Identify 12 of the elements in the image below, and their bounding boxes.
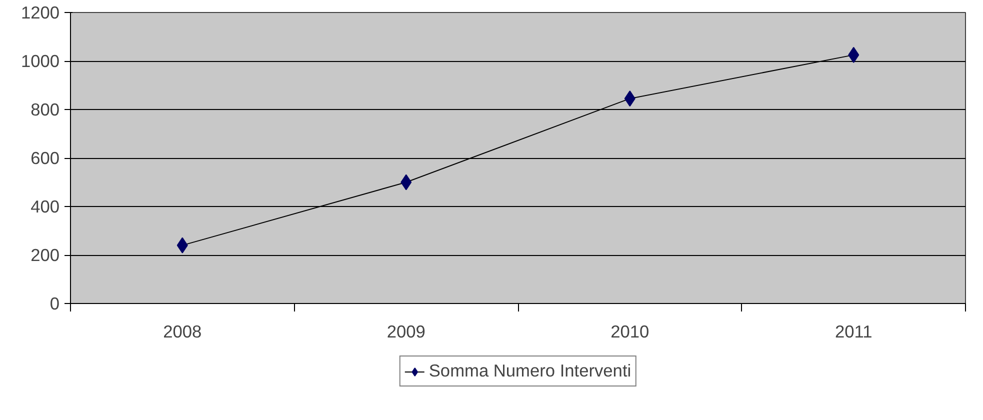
y-tick-label: 600: [30, 148, 60, 168]
y-tick-label: 400: [30, 196, 60, 216]
y-tick-label: 800: [30, 100, 60, 120]
y-tick-label: 200: [30, 245, 60, 265]
y-tick-label: 1000: [20, 51, 60, 71]
x-tick-label: 2009: [386, 322, 426, 342]
legend-label: Somma Numero Interventi: [428, 360, 632, 382]
y-tick-label: 0: [50, 294, 60, 314]
x-tick-label: 2008: [163, 322, 202, 342]
y-tick-label: 1200: [20, 2, 60, 22]
x-tick-label: 2011: [834, 322, 872, 342]
x-tick-label: 2010: [610, 322, 650, 342]
